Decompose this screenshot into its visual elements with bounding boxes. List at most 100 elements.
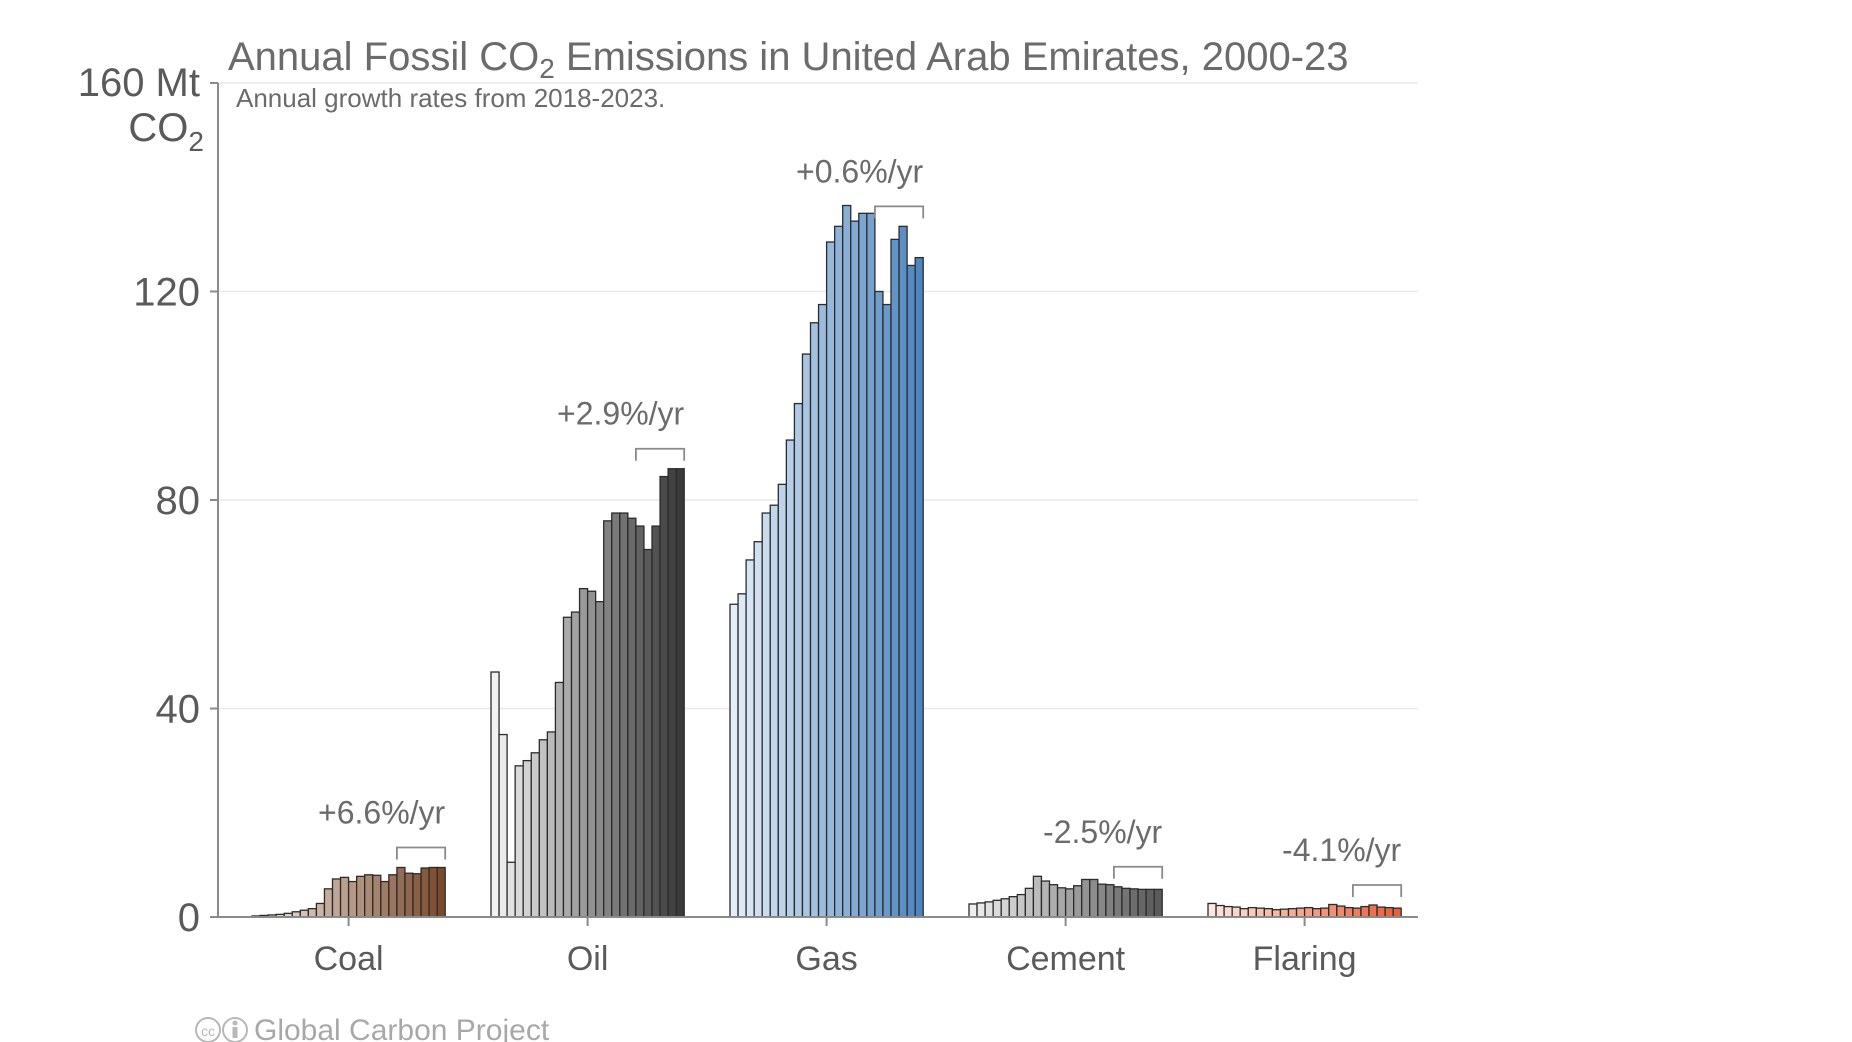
bar-cement-2023 [1153, 888, 1163, 918]
bar-coal-2021 [420, 867, 430, 918]
x-tick-label: Cement [1006, 940, 1126, 978]
bar-cement-2006 [1016, 893, 1026, 918]
bar-gas-2011 [817, 303, 828, 918]
bar-oil-2018 [635, 525, 645, 918]
growth-bracket-oil [635, 447, 686, 461]
bar-gas-2015 [850, 220, 860, 918]
bar-gas-2009 [801, 353, 812, 918]
x-tick-label: Coal [314, 940, 384, 978]
bar-oil-2010 [570, 611, 581, 918]
bar-flaring-2016 [1336, 905, 1346, 918]
bar-oil-2000 [490, 671, 500, 918]
growth-label-gas: +0.6%/yr [796, 153, 924, 189]
bar-cement-2019 [1121, 887, 1131, 918]
bar-gas-2014 [842, 204, 852, 918]
bar-cement-2022 [1145, 888, 1155, 918]
bar-flaring-2011 [1295, 907, 1306, 918]
bar-cement-2017 [1105, 884, 1115, 918]
bar-oil-2014 [603, 520, 613, 918]
bar-oil-2011 [578, 587, 589, 918]
bar-oil-2021 [659, 475, 669, 918]
bar-coal-2018 [396, 866, 406, 918]
bar-flaring-2001 [1215, 904, 1225, 918]
growth-label-oil: +2.9%/yr [557, 396, 685, 432]
bar-coal-2010 [331, 878, 342, 918]
growth-label-flaring: -4.1%/yr [1282, 832, 1401, 868]
y-unit-label-line1: 160 Mt [78, 61, 200, 105]
bar-oil-2004 [522, 759, 532, 918]
bar-group-gas [729, 204, 924, 918]
bar-flaring-2014 [1320, 907, 1330, 918]
bar-cement-2005 [1008, 896, 1018, 918]
credit-text: Global Carbon Project [254, 1014, 550, 1042]
bar-oil-2015 [611, 512, 621, 918]
bar-coal-2009 [323, 888, 334, 918]
y-tick-label: 0 [178, 896, 200, 940]
bar-cement-2000 [968, 903, 978, 918]
bar-oil-2005 [530, 752, 540, 918]
bar-coal-2023 [436, 866, 446, 918]
bar-groups [251, 204, 1402, 918]
bar-flaring-2013 [1312, 908, 1322, 918]
bar-gas-2004 [761, 512, 771, 918]
bar-oil-2022 [667, 468, 677, 918]
bar-flaring-2023 [1392, 907, 1402, 918]
y-tick-label: 120 [133, 271, 200, 315]
bar-gas-2019 [882, 303, 892, 918]
bar-flaring-2009 [1279, 908, 1290, 918]
bar-oil-2001 [498, 733, 508, 918]
svg-text:cc: cc [201, 1023, 215, 1039]
bar-cement-2011 [1056, 887, 1067, 918]
bar-oil-2006 [538, 739, 548, 918]
bar-cement-2008 [1032, 875, 1043, 918]
bar-cement-2021 [1137, 888, 1147, 918]
bar-coal-2020 [412, 873, 422, 918]
x-tick-label: Flaring [1253, 940, 1357, 978]
bar-flaring-2018 [1352, 907, 1362, 918]
bar-flaring-2000 [1207, 902, 1217, 918]
growth-annotations: +6.6%/yr +2.9%/yr +0.6%/yr -2.5%/yr -4.1%/yr [318, 153, 1403, 898]
x-tick-label: Oil [567, 940, 609, 978]
bar-oil-2017 [627, 517, 637, 918]
bar-flaring-2021 [1376, 906, 1386, 918]
bar-gas-2012 [825, 241, 836, 918]
bar-group-coal [251, 866, 446, 918]
x-axis-ticks: Coal Oil Gas Cement Flaring [314, 917, 1357, 978]
bar-oil-2007 [546, 731, 557, 918]
bar-flaring-2015 [1328, 903, 1338, 918]
bar-flaring-2006 [1255, 907, 1266, 918]
cc-license-icon: cc [195, 1017, 248, 1042]
bar-flaring-2020 [1368, 904, 1378, 918]
bar-oil-2019 [643, 548, 653, 918]
bar-flaring-2017 [1344, 906, 1354, 918]
growth-label-coal: +6.6%/yr [318, 794, 446, 830]
y-axis-ticks: 0 40 80 120 [133, 82, 218, 940]
bar-oil-2016 [619, 512, 629, 918]
bar-cement-2015 [1089, 878, 1099, 918]
bar-gas-2013 [834, 225, 844, 918]
y-unit-label-line2: CO2 [128, 106, 204, 157]
bar-cement-2012 [1064, 888, 1075, 918]
bar-gas-2001 [737, 593, 747, 918]
bar-gas-2021 [898, 225, 908, 918]
chart-subtitle: Annual growth rates from 2018-2023. [236, 83, 665, 113]
bar-gas-2006 [777, 483, 787, 918]
bar-cement-2020 [1129, 888, 1139, 918]
bar-coal-2008 [315, 902, 326, 918]
bar-oil-2003 [514, 765, 524, 918]
bar-coal-2006 [299, 909, 309, 918]
bar-cement-2002 [984, 901, 994, 918]
bar-oil-2012 [586, 590, 597, 918]
bar-flaring-2005 [1247, 906, 1257, 918]
bar-group-oil [490, 468, 685, 918]
bar-flaring-2010 [1287, 908, 1298, 918]
bar-gas-2005 [769, 504, 779, 918]
bar-oil-2023 [675, 468, 685, 918]
growth-bracket-gas [874, 205, 925, 219]
bar-gas-2016 [858, 212, 868, 918]
bar-coal-2007 [307, 908, 318, 918]
bar-flaring-2003 [1231, 906, 1241, 918]
growth-bracket-cement [1113, 865, 1164, 879]
bar-coal-2012 [347, 880, 358, 918]
